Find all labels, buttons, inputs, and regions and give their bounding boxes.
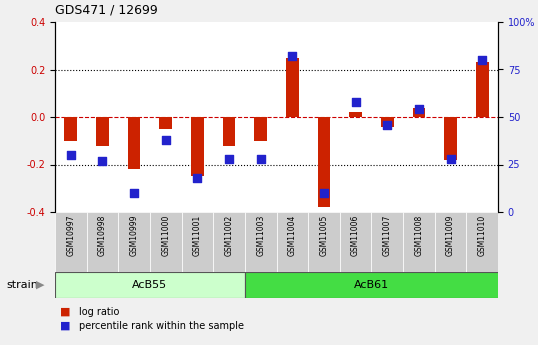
Bar: [277, 212, 308, 272]
Point: [98, 158, 107, 164]
Bar: [96, 117, 109, 146]
Text: GSM11006: GSM11006: [351, 215, 360, 256]
Text: GSM11005: GSM11005: [320, 215, 329, 256]
Bar: [87, 212, 118, 272]
Text: ■: ■: [60, 321, 71, 331]
Point: [446, 156, 455, 161]
Bar: [118, 212, 150, 272]
Bar: [340, 212, 371, 272]
Bar: [245, 272, 514, 298]
Bar: [254, 117, 267, 141]
Bar: [308, 212, 340, 272]
Text: GSM11008: GSM11008: [414, 215, 423, 256]
Text: GSM11003: GSM11003: [256, 215, 265, 256]
Bar: [349, 112, 362, 117]
Text: log ratio: log ratio: [79, 307, 119, 317]
Bar: [245, 212, 277, 272]
Text: GSM10997: GSM10997: [66, 215, 75, 256]
Bar: [466, 212, 498, 272]
Text: strain: strain: [6, 280, 38, 290]
Text: GSM11009: GSM11009: [446, 215, 455, 256]
Bar: [381, 117, 394, 127]
Text: AcB61: AcB61: [354, 280, 389, 290]
Point: [415, 107, 423, 112]
Text: GSM11004: GSM11004: [288, 215, 297, 256]
Bar: [413, 108, 425, 117]
Bar: [317, 117, 330, 207]
Text: GSM10999: GSM10999: [130, 215, 139, 256]
Point: [320, 190, 328, 196]
Bar: [286, 58, 299, 117]
Text: AcB55: AcB55: [132, 280, 167, 290]
Bar: [150, 212, 181, 272]
Text: GSM11007: GSM11007: [383, 215, 392, 256]
Bar: [159, 117, 172, 129]
Point: [161, 137, 170, 142]
Text: ▶: ▶: [36, 280, 44, 290]
Bar: [65, 117, 77, 141]
Bar: [128, 117, 140, 169]
Point: [288, 53, 296, 59]
Point: [478, 57, 486, 63]
Point: [130, 190, 138, 196]
Text: percentile rank within the sample: percentile rank within the sample: [79, 321, 244, 331]
Text: GSM11001: GSM11001: [193, 215, 202, 256]
Text: GSM11000: GSM11000: [161, 215, 170, 256]
Point: [257, 156, 265, 161]
Text: GSM11010: GSM11010: [478, 215, 487, 256]
Text: GSM10998: GSM10998: [98, 215, 107, 256]
Bar: [55, 212, 87, 272]
Bar: [371, 212, 403, 272]
Bar: [213, 212, 245, 272]
Point: [383, 122, 392, 127]
Bar: [435, 212, 466, 272]
Bar: [444, 117, 457, 160]
Point: [351, 99, 360, 105]
Text: GSM11002: GSM11002: [224, 215, 233, 256]
Bar: [191, 117, 204, 176]
Bar: [403, 212, 435, 272]
Bar: [181, 212, 213, 272]
Bar: [476, 62, 489, 117]
Bar: [55, 272, 245, 298]
Point: [193, 175, 202, 180]
Text: ■: ■: [60, 307, 71, 317]
Point: [225, 156, 233, 161]
Text: GDS471 / 12699: GDS471 / 12699: [55, 4, 158, 17]
Bar: [223, 117, 235, 146]
Point: [67, 152, 75, 158]
